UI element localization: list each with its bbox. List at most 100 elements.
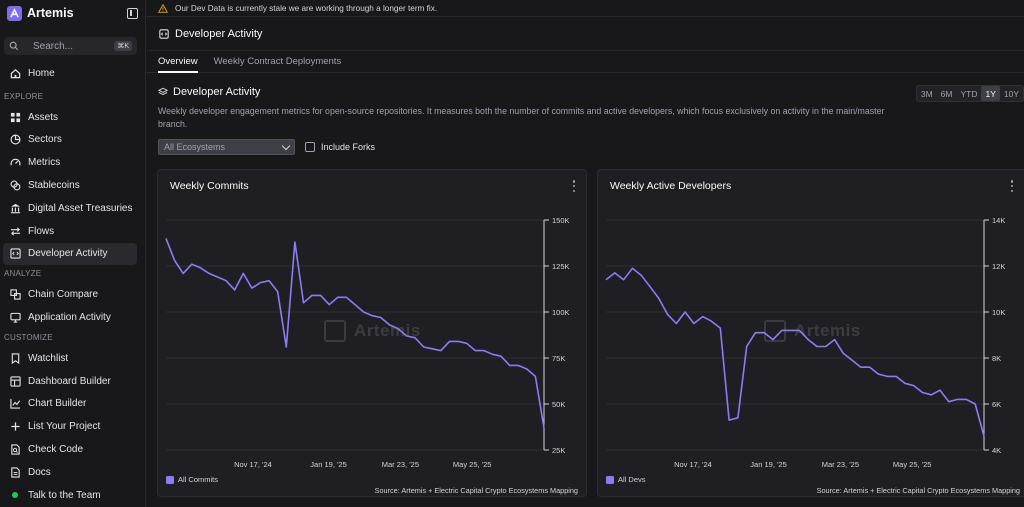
online-status-icon <box>9 489 21 501</box>
chart-title: Weekly Commits <box>170 180 249 192</box>
chart-legend[interactable]: All Commits <box>166 475 218 484</box>
weekly-commits-card: Weekly Commits Artemis 150K 125K 100K 75K 50… <box>157 169 587 497</box>
compare-icon <box>9 289 21 301</box>
sidebar-item-list-your-project[interactable]: List Your Project <box>3 415 137 438</box>
x-tick-label: Jan 19, '25 <box>750 460 786 469</box>
x-tick-label: May 25, '25 <box>893 460 932 469</box>
tab-bar: Overview Weekly Contract Deployments <box>147 51 1024 73</box>
sidebar-item-label: Chart Builder <box>28 398 87 410</box>
y-tick-label: 8K <box>992 354 1001 363</box>
section-title: Developer Activity <box>173 86 261 98</box>
arrows-icon <box>9 225 21 237</box>
chevron-down-icon <box>281 141 291 150</box>
layers-icon <box>158 87 168 97</box>
chart-line-icon <box>9 398 21 410</box>
filter-controls: All Ecosystems Include Forks <box>158 139 1024 155</box>
sidebar-item-label: List Your Project <box>28 421 101 433</box>
sidebar-item-check-code[interactable]: Check Code <box>3 438 137 461</box>
home-icon <box>9 67 21 79</box>
section-label-analyze: ANALYZE <box>4 269 42 279</box>
range-6m-button[interactable]: 6M <box>940 88 953 99</box>
range-10y-button[interactable]: 10Y <box>1003 88 1019 99</box>
plus-icon <box>9 421 21 433</box>
stale-data-banner: Our Dev Data is currently stale we are w… <box>147 0 1024 17</box>
document-icon <box>9 466 21 478</box>
sidebar-item-talk-to-the-team[interactable]: Talk to the Team <box>3 484 137 507</box>
section-label-customize: CUSTOMIZE <box>4 332 53 342</box>
time-range-selector: 3M 6M YTD 1Y 10Y <box>915 85 1024 102</box>
ecosystem-select[interactable]: All Ecosystems <box>158 139 295 155</box>
range-1y-button[interactable]: 1Y <box>981 86 1000 101</box>
tab-overview[interactable]: Overview <box>158 51 198 73</box>
weekly-commits-chart: 150K 125K 100K 75K 50K 25K Nov 17, '24 Jan 19, … <box>165 216 570 469</box>
sidebar-item-label: Application Activity <box>28 312 111 324</box>
sidebar-item-home[interactable]: Home <box>3 62 137 85</box>
range-ytd-button[interactable]: YTD <box>960 88 978 99</box>
gauge-icon <box>9 157 21 169</box>
section-label-explore: EXPLORE <box>4 91 44 101</box>
code-square-icon <box>159 28 169 39</box>
search-icon <box>9 41 19 51</box>
sidebar-item-dashboard-builder[interactable]: Dashboard Builder <box>3 370 137 393</box>
section-description: Weekly developer engagement metrics for … <box>158 106 885 129</box>
tab-weekly-contract-deployments[interactable]: Weekly Contract Deployments <box>213 56 342 67</box>
chart-title: Weekly Active Developers <box>610 180 732 192</box>
sidebar-item-flows[interactable]: Flows <box>3 220 137 243</box>
banner-text: Our Dev Data is currently stale we are w… <box>175 3 438 13</box>
y-tick-label: 100K <box>552 308 570 317</box>
more-options-icon[interactable] <box>1010 180 1014 192</box>
sidebar-item-stablecoins[interactable]: Stablecoins <box>3 174 137 197</box>
legend-swatch <box>166 475 174 484</box>
pie-icon <box>9 134 21 146</box>
y-tick-label: 125K <box>552 262 570 271</box>
sidebar-item-developer-activity[interactable]: Developer Activity <box>3 242 137 266</box>
y-tick-label: 75K <box>552 354 565 363</box>
brand[interactable]: Artemis <box>0 1 145 25</box>
x-tick-label: May 25, '25 <box>453 460 492 469</box>
page-header: Developer Activity <box>147 17 1024 51</box>
sidebar-item-chart-builder[interactable]: Chart Builder <box>3 393 137 416</box>
x-tick-label: Nov 17, '24 <box>674 460 712 469</box>
include-forks-checkbox[interactable] <box>305 142 315 152</box>
weekly-active-developers-card: Weekly Active Developers Artemis 14K 12K 1… <box>597 169 1024 497</box>
sidebar-item-digital-asset-treasuries[interactable]: Digital Asset Treasuries <box>3 197 137 220</box>
sidebar-item-assets[interactable]: Assets <box>3 106 137 129</box>
sidebar-item-label: Docs <box>28 466 51 478</box>
sidebar-item-application-activity[interactable]: Application Activity <box>3 306 137 329</box>
include-forks-label: Include Forks <box>321 142 376 152</box>
sidebar-item-metrics[interactable]: Metrics <box>3 151 137 174</box>
sidebar-item-label: Digital Asset Treasuries <box>28 202 133 214</box>
legend-label: All Commits <box>178 475 219 484</box>
sidebar-item-label: Chain Compare <box>28 289 99 301</box>
y-tick-label: 4K <box>992 446 1001 455</box>
chart-legend[interactable]: All Devs <box>606 475 646 484</box>
main-content: Our Dev Data is currently stale we are w… <box>147 0 1024 507</box>
sidebar-item-label: Assets <box>28 111 59 123</box>
brand-name: Artemis <box>27 6 74 20</box>
sidebar-item-label: Dashboard Builder <box>28 375 111 387</box>
monitor-icon <box>9 312 21 324</box>
sidebar-item-watchlist[interactable]: Watchlist <box>3 347 137 370</box>
sidebar-item-chain-compare[interactable]: Chain Compare <box>3 283 137 306</box>
search-placeholder: Search... <box>33 40 74 52</box>
warning-icon <box>158 3 168 13</box>
legend-label: All Devs <box>618 475 646 484</box>
legend-swatch <box>606 475 614 484</box>
search-input[interactable]: Search... ⌘K <box>4 37 137 55</box>
y-tick-label: 12K <box>992 262 1005 271</box>
sidebar-item-label: Flows <box>28 225 55 237</box>
sidebar-item-label: Watchlist <box>28 352 69 364</box>
bookmark-icon <box>9 352 21 364</box>
bank-icon <box>9 202 21 214</box>
y-tick-label: 150K <box>552 216 570 225</box>
sidebar-item-sectors[interactable]: Sectors <box>3 129 137 152</box>
grid-icon <box>9 111 21 123</box>
chart-source: Source: Artemis + Electric Capital Crypt… <box>816 486 1020 495</box>
sidebar-collapse-icon[interactable] <box>127 7 138 19</box>
range-3m-button[interactable]: 3M <box>920 88 933 99</box>
sidebar-item-docs[interactable]: Docs <box>3 461 137 484</box>
artemis-watermark: Artemis <box>324 320 421 342</box>
sidebar-item-label: Check Code <box>28 444 84 456</box>
y-tick-label: 50K <box>552 400 565 409</box>
more-options-icon[interactable] <box>572 180 576 192</box>
